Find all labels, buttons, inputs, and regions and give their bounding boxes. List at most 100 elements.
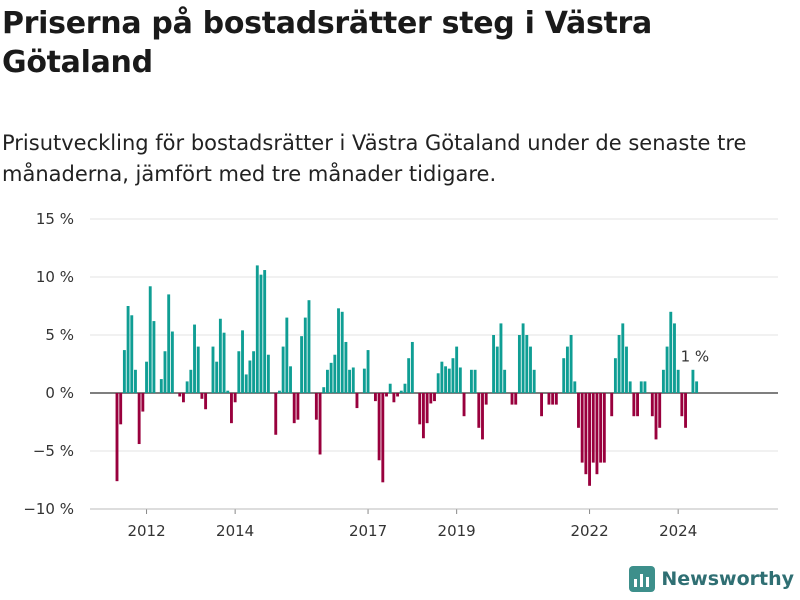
bar-positive <box>333 354 337 393</box>
axes: −10 % −5 % 0 % 5 % 10 % 15 % 2012 2014 2017 2019 2… <box>23 210 778 540</box>
bar-negative <box>588 393 591 486</box>
bar-negative <box>200 393 204 399</box>
bar-negative <box>373 393 377 402</box>
bar-negative <box>514 393 518 405</box>
bar-positive <box>565 346 569 393</box>
bar-positive <box>458 367 462 393</box>
bar-negative <box>547 393 551 405</box>
bar-negative <box>141 393 145 412</box>
bar-positive <box>126 306 130 393</box>
bar-positive <box>226 390 230 393</box>
x-tick-label: 2019 <box>438 522 476 540</box>
bar-positive <box>676 369 680 393</box>
bar-positive <box>447 368 451 393</box>
bar-positive <box>440 361 444 393</box>
bar-positive <box>691 369 695 393</box>
bar-positive <box>348 369 352 393</box>
bar-positive <box>289 366 292 393</box>
bar-positive <box>517 335 521 393</box>
bar-positive <box>307 300 311 393</box>
bar-negative <box>178 393 182 397</box>
bar-positive <box>399 390 403 393</box>
bar-positive <box>436 373 440 393</box>
y-tick-label: −10 % <box>23 500 74 518</box>
bar-negative <box>318 393 322 455</box>
bar-negative <box>481 393 484 440</box>
bar-positive <box>695 381 699 393</box>
y-tick-label: 5 % <box>45 326 74 344</box>
bar-negative <box>274 393 278 435</box>
bar-positive <box>329 362 333 393</box>
bar-positive <box>625 346 628 393</box>
bar-negative <box>137 393 141 445</box>
bar-positive <box>613 358 617 393</box>
x-tick-label: 2024 <box>659 522 697 540</box>
bar-positive <box>366 350 370 393</box>
bar-negative <box>204 393 208 410</box>
bar-negative <box>554 393 558 405</box>
bar-negative <box>182 393 185 403</box>
bar-positive <box>167 294 171 393</box>
bars <box>115 265 699 486</box>
bar-positive <box>134 369 137 393</box>
bar-positive <box>351 367 355 393</box>
bar-positive <box>255 265 259 393</box>
bar-positive <box>340 311 344 393</box>
bar-positive <box>237 351 241 393</box>
bar-chart-logo-icon <box>629 566 656 592</box>
bar-positive <box>285 317 289 393</box>
bar-positive <box>337 308 340 393</box>
bar-negative <box>385 393 388 397</box>
bar-negative <box>396 393 400 397</box>
bar-positive <box>639 381 643 393</box>
bar-positive <box>562 358 566 393</box>
bar-positive <box>303 317 307 393</box>
bar-positive <box>444 366 448 393</box>
bar-positive <box>266 354 270 393</box>
bar-positive <box>196 346 200 393</box>
bar-positive <box>621 323 625 393</box>
bar-positive <box>281 346 285 393</box>
chart-title: Priserna på bostadsrätter steg i Västra … <box>2 6 652 80</box>
bar-negative <box>233 393 237 403</box>
bar-negative <box>591 393 595 463</box>
bar-positive <box>193 324 196 393</box>
bar-positive <box>388 383 392 393</box>
bar-positive <box>218 318 222 393</box>
bar-negative <box>650 393 654 417</box>
bar-negative <box>418 393 422 425</box>
bar-negative <box>477 393 481 428</box>
bar-positive <box>451 358 455 393</box>
bar-negative <box>510 393 514 405</box>
bar-negative <box>296 393 300 420</box>
bar-positive <box>673 323 676 393</box>
bar-positive <box>170 331 174 393</box>
bar-positive <box>503 369 507 393</box>
bar-positive <box>521 323 525 393</box>
bar-negative <box>381 393 385 483</box>
bar-positive <box>244 374 248 393</box>
bar-positive <box>455 346 459 393</box>
bar-positive <box>263 270 267 393</box>
bar-positive <box>410 341 414 393</box>
bar-positive <box>532 369 536 393</box>
bar-negative <box>115 393 119 482</box>
bar-negative <box>602 393 606 463</box>
bar-positive <box>241 330 244 393</box>
bar-negative <box>580 393 584 463</box>
bar-negative <box>230 393 233 424</box>
bar-negative <box>599 393 603 463</box>
bar-positive <box>473 369 477 393</box>
bar-negative <box>684 393 687 428</box>
bar-negative <box>484 393 488 405</box>
bar-positive <box>145 361 148 393</box>
y-tick-label: −5 % <box>33 442 74 460</box>
bar-positive <box>499 323 503 393</box>
bar-negative <box>632 393 636 417</box>
bar-negative <box>577 393 580 428</box>
x-tick-label: 2012 <box>127 522 165 540</box>
bar-negative <box>292 393 296 424</box>
bar-positive <box>248 360 252 393</box>
bar-positive <box>573 381 577 393</box>
bar-negative <box>462 393 466 417</box>
